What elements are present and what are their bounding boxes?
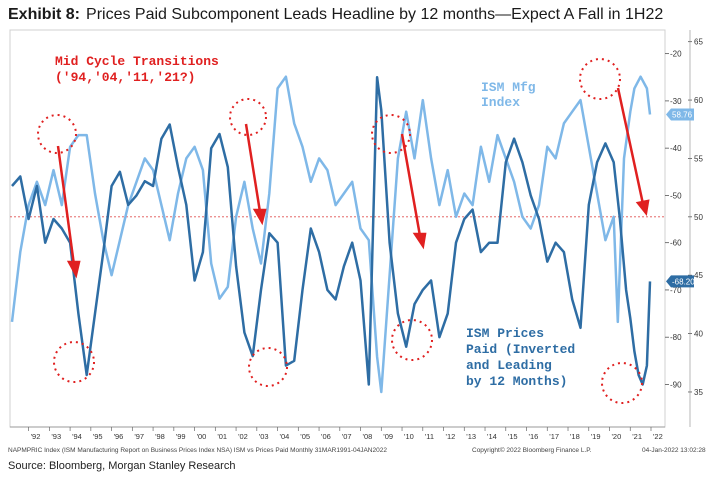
- right-tick-label: -60: [670, 239, 682, 248]
- x-axis: '92 '93 '94 '95 '96 '97 '98 '99 '00 '01 '02 '03 '04 '…: [10, 426, 665, 441]
- right-tick-label: -20: [670, 50, 682, 59]
- x-tick-label: '07: [342, 432, 352, 441]
- highlight-circle-2004-top: [229, 98, 267, 136]
- last-value-tag-mfg-text: 58.76: [672, 111, 693, 120]
- x-tick-label: '17: [549, 432, 559, 441]
- x-tick-label: '00: [197, 432, 207, 441]
- annotation-mid-cycle-1: Mid Cycle Transitions: [55, 54, 219, 69]
- exhibit-title: Prices Paid Subcomponent Leads Headline …: [86, 6, 664, 23]
- x-tick-label: '10: [404, 432, 414, 441]
- x-tick-label: '11: [425, 432, 434, 441]
- highlight-circle-2011-top: [371, 114, 411, 154]
- right-tick-label: -80: [670, 333, 682, 342]
- x-tick-label: '98: [155, 432, 165, 441]
- last-value-tag-prices-shape: [666, 275, 694, 288]
- trend-arrows: [56, 87, 650, 279]
- right-tick-label: -70: [670, 286, 682, 295]
- x-tick-label: '19: [591, 432, 601, 441]
- arrow-head-2011: [412, 232, 427, 250]
- x-tick-label: '14: [487, 432, 497, 441]
- x-tick-label: '15: [508, 432, 518, 441]
- x-tick-label: '02: [238, 432, 248, 441]
- left-tick-label: 35: [694, 388, 703, 397]
- right-tick-label: -50: [670, 191, 682, 200]
- annotation-ism-mfg-2: Index: [481, 95, 520, 110]
- highlight-circle-2021-bottom: [601, 362, 643, 404]
- arrow-head-2021: [635, 199, 650, 216]
- arrow-1994: [56, 145, 76, 266]
- last-value-tag-prices-text: -68.20: [672, 277, 695, 286]
- last-value-tag-mfg-shape: [666, 108, 694, 121]
- footnote-copyright: Copyright© 2022 Bloomberg Finance L.P.: [472, 446, 592, 454]
- plot-area: [9, 29, 666, 428]
- annotation-mid-cycle-2: ('94,'04,'11,'21?): [55, 70, 195, 85]
- x-tick-label: '04: [280, 432, 290, 441]
- left-axis: 35 40 45 50 55 60 65: [688, 30, 703, 427]
- right-tick-label: -40: [670, 144, 682, 153]
- last-value-tag-prices: -68.20: [666, 275, 695, 288]
- highlight-circles: [37, 58, 643, 404]
- x-tick-label: '06: [321, 432, 331, 441]
- left-tick-label: 55: [694, 154, 703, 163]
- annotation-ism-mfg-1: ISM Mfg: [481, 80, 536, 95]
- x-tick-label: '92: [31, 432, 41, 441]
- annotation-prices-1: ISM Prices: [466, 326, 544, 341]
- x-tick-label: '99: [176, 432, 186, 441]
- arrow-head-2004: [252, 208, 267, 226]
- x-tick-label: '20: [612, 432, 622, 441]
- series-prices-paid-line: [11, 76, 652, 386]
- x-tick-label: '13: [466, 432, 476, 441]
- x-tick-label: '01: [217, 432, 227, 441]
- x-tick-label: '96: [114, 432, 124, 441]
- x-tick-label: '95: [93, 432, 103, 441]
- x-tick-label: '97: [134, 432, 144, 441]
- left-tick-label: 60: [694, 96, 703, 105]
- left-tick-label: 45: [694, 271, 703, 280]
- left-tick-label: 65: [694, 38, 703, 47]
- x-tick-label: '94: [72, 432, 82, 441]
- x-tick-label: '93: [51, 432, 61, 441]
- highlight-circle-2004-bottom: [248, 347, 288, 387]
- right-tick-label: -30: [670, 97, 682, 106]
- x-tick-label: '08: [363, 432, 373, 441]
- annotation-prices-4: by 12 Months): [466, 374, 567, 389]
- last-value-tag-mfg: 58.76: [666, 108, 694, 121]
- x-tick-label: '18: [570, 432, 580, 441]
- x-tick-label: '22: [653, 432, 663, 441]
- highlight-circle-1994-bottom: [53, 341, 95, 383]
- x-tick-label: '16: [529, 432, 539, 441]
- highlight-circle-2011-bottom: [391, 319, 433, 361]
- chart-title: Exhibit 8: Prices Paid Subcomponent Leads…: [8, 6, 663, 24]
- x-tick-label: '05: [300, 432, 310, 441]
- footnote-date: 04-Jan-2022 13:02:28: [642, 447, 706, 454]
- arrow-head-1994: [66, 260, 81, 279]
- highlight-circle-2021-top: [579, 58, 621, 100]
- annotation-prices-3: and Leading: [466, 358, 552, 373]
- annotation-prices-2: Paid (Inverted: [466, 342, 575, 357]
- arrow-2004: [244, 123, 262, 213]
- highlight-circle-1994-top: [37, 114, 77, 154]
- left-tick-label: 40: [694, 330, 703, 339]
- arrow-2011: [400, 133, 422, 237]
- left-tick-label: 50: [694, 213, 703, 222]
- right-tick-label: -90: [670, 380, 682, 389]
- x-tick-label: '12: [446, 432, 456, 441]
- x-tick-label: '21: [632, 432, 642, 441]
- x-tick-label: '03: [259, 432, 269, 441]
- exhibit-label: Exhibit 8:: [8, 6, 81, 23]
- series-ism-mfg-line: [10, 75, 652, 394]
- source-note: Source: Bloomberg, Morgan Stanley Resear…: [8, 460, 236, 472]
- x-tick-label: '09: [383, 432, 393, 441]
- footnote-left: NAPMPRIC Index (ISM Manufacturing Report…: [8, 447, 387, 454]
- right-axis: -20 -30 -40 -50 -60 -70 -80 -90: [665, 50, 682, 389]
- arrow-2021: [616, 87, 645, 205]
